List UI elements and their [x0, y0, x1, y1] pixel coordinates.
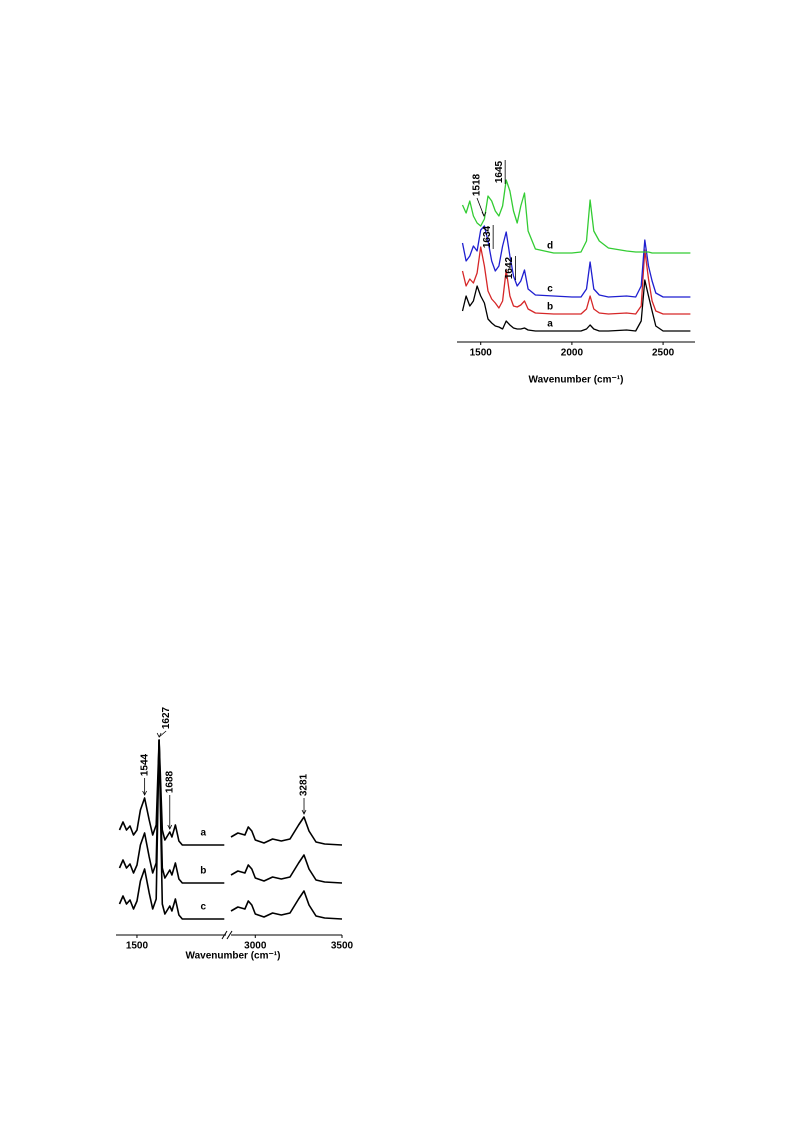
peak-label: 1642: [504, 256, 515, 279]
series-label: b: [547, 302, 553, 313]
arrow-head: [167, 824, 173, 830]
spectrum-line: [230, 890, 343, 920]
peak-label: 1518: [472, 173, 483, 196]
spectrum-line: [461, 179, 691, 254]
peak-label: 1544: [139, 753, 150, 776]
arrow-head: [301, 809, 307, 815]
spectrum-line: [461, 225, 691, 298]
spectrum-line: [230, 816, 343, 846]
series-label: c: [201, 902, 207, 913]
series-label: b: [200, 866, 206, 877]
series-label: a: [201, 828, 207, 839]
peak-label: 1627: [161, 706, 172, 729]
spectrum-line: [230, 854, 343, 884]
x-tick-label: 3000: [244, 941, 267, 952]
arrow-head: [156, 732, 162, 738]
spectrum-line: [118, 739, 225, 884]
peak-label: 1645: [494, 160, 505, 183]
spectrum-line: [118, 739, 225, 920]
peak-label: 1688: [164, 770, 175, 793]
x-tick-label: 2000: [561, 348, 584, 359]
arrow-head: [481, 211, 487, 217]
peak-label: 1634: [482, 225, 493, 248]
series-label: d: [547, 241, 553, 252]
spectrum-line: [461, 279, 691, 332]
spectrum-line: [461, 246, 691, 315]
axis-break: [221, 930, 228, 940]
x-axis-title: Wavenumber (cm⁻¹): [529, 375, 624, 386]
x-tick-label: 1500: [126, 941, 149, 952]
series-label: a: [547, 319, 553, 330]
x-tick-label: 3500: [331, 941, 354, 952]
peak-arrow: [158, 730, 167, 738]
peak-label: 3281: [299, 773, 310, 796]
x-tick-label: 1500: [470, 348, 493, 359]
axis-break: [226, 930, 233, 940]
arrow-head: [142, 790, 147, 796]
x-tick-label: 2500: [652, 348, 675, 359]
x-axis-title: Wavenumber (cm⁻¹): [186, 951, 281, 962]
series-label: c: [547, 284, 553, 295]
